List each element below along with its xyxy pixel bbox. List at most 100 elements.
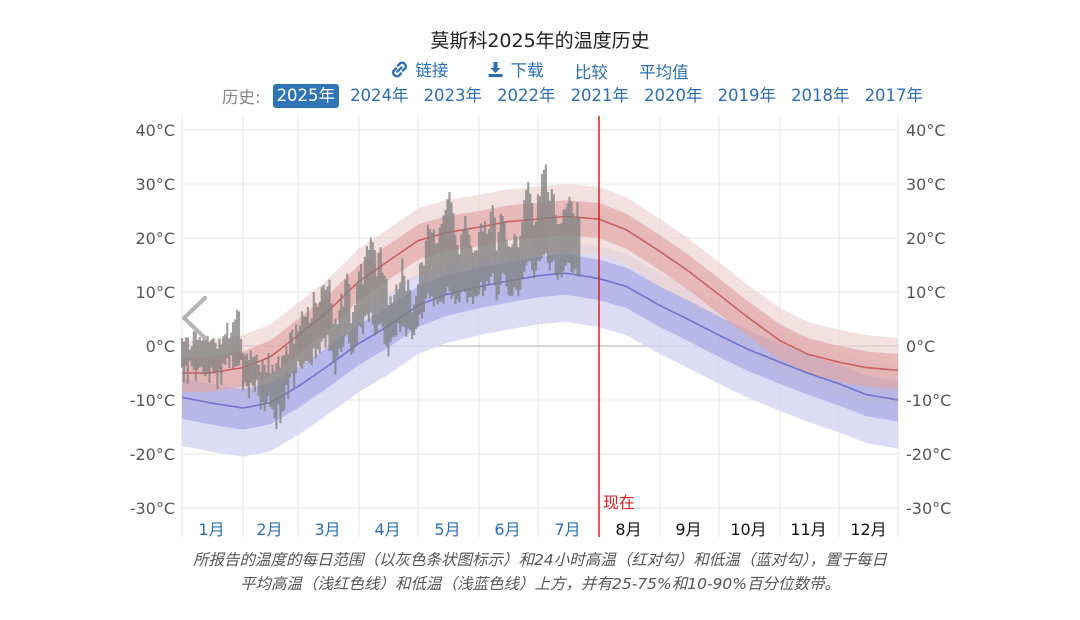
- daily-bar: [395, 284, 398, 336]
- daily-bar: [399, 282, 402, 332]
- daily-bar: [436, 242, 439, 305]
- daily-bar: [487, 229, 490, 285]
- daily-bar: [466, 228, 469, 303]
- daily-bar: [462, 229, 465, 291]
- daily-bar: [401, 258, 404, 326]
- daily-bar: [377, 253, 380, 325]
- daily-bar: [196, 339, 199, 370]
- daily-bar: [306, 307, 309, 362]
- month-label: 4月: [375, 520, 401, 539]
- daily-bar: [287, 354, 290, 399]
- year-tab-2017[interactable]: 2017年: [864, 86, 924, 105]
- daily-bar: [308, 322, 311, 363]
- daily-bar: [574, 216, 577, 269]
- daily-bar: [357, 271, 361, 326]
- daily-bar: [501, 215, 504, 274]
- y-tick-label-left: 10°C: [135, 283, 175, 302]
- daily-bar: [497, 232, 500, 295]
- average-button[interactable]: 平均值: [639, 62, 689, 82]
- daily-bar: [403, 275, 406, 328]
- history-label: 历史:: [222, 88, 261, 107]
- month-label: 8月: [615, 520, 641, 539]
- daily-bar: [472, 252, 475, 304]
- daily-bar: [310, 318, 313, 365]
- daily-bar: [361, 284, 365, 335]
- compare-button[interactable]: 比较: [574, 62, 608, 82]
- daily-bar: [293, 343, 296, 388]
- year-tab-2019[interactable]: 2019年: [717, 86, 777, 105]
- daily-bar: [523, 200, 526, 272]
- daily-bar: [434, 243, 437, 301]
- daily-bar: [298, 325, 302, 366]
- daily-bar: [440, 224, 443, 302]
- daily-bar: [442, 215, 445, 304]
- year-tab-2020[interactable]: 2020年: [644, 86, 703, 105]
- daily-bar: [521, 221, 524, 279]
- daily-bar: [340, 293, 343, 352]
- daily-bar: [265, 372, 268, 404]
- year-tab-2018[interactable]: 2018年: [791, 86, 850, 105]
- daily-bar: [249, 350, 252, 383]
- daily-bar: [300, 311, 304, 369]
- daily-bar: [485, 234, 488, 282]
- daily-bar: [202, 334, 205, 375]
- daily-bar: [495, 250, 498, 301]
- daily-bar: [430, 232, 433, 296]
- daily-bar: [481, 231, 485, 297]
- year-tab-2023[interactable]: 2023年: [423, 86, 483, 105]
- daily-bar: [566, 203, 569, 263]
- daily-bar: [568, 197, 571, 263]
- y-tick-label-left: -20°C: [130, 445, 175, 464]
- daily-bar: [285, 346, 288, 385]
- daily-bar: [198, 336, 201, 368]
- year-tab-2025[interactable]: 2025年: [272, 84, 340, 108]
- month-label: 7月: [554, 520, 580, 539]
- y-tick-label-right: 20°C: [906, 229, 946, 248]
- daily-bar: [415, 295, 418, 330]
- daily-bar: [464, 215, 467, 292]
- daily-bar: [251, 357, 254, 386]
- download-icon: [488, 61, 503, 77]
- daily-bar: [257, 364, 260, 397]
- chevron-left-icon[interactable]: [182, 296, 207, 340]
- daily-bar: [259, 371, 262, 410]
- daily-bar: [348, 283, 351, 344]
- daily-bar: [277, 356, 280, 405]
- daily-bar: [558, 224, 561, 274]
- daily-bar: [452, 213, 455, 296]
- y-tick-label-right: -10°C: [906, 391, 951, 410]
- daily-bar: [572, 213, 575, 273]
- daily-bar: [540, 174, 544, 259]
- daily-bar: [407, 279, 410, 329]
- year-tab-2022[interactable]: 2022年: [497, 86, 556, 105]
- daily-bar: [391, 302, 394, 338]
- daily-bar: [416, 284, 420, 327]
- prev-year-arrow[interactable]: [182, 296, 207, 340]
- daily-bar: [243, 355, 246, 383]
- daily-bar: [226, 322, 229, 358]
- y-tick-label-right: 30°C: [906, 175, 946, 194]
- download-button[interactable]: 下载: [487, 57, 544, 81]
- daily-bar: [212, 337, 215, 372]
- daily-bar: [515, 236, 518, 290]
- daily-bar: [536, 194, 540, 261]
- link-button[interactable]: 链接: [391, 57, 448, 81]
- daily-bar: [180, 337, 184, 368]
- daily-bar: [413, 304, 416, 336]
- daily-bar: [318, 302, 321, 354]
- daily-bar: [186, 337, 189, 384]
- daily-bar: [224, 334, 227, 365]
- year-tab-2024[interactable]: 2024年: [350, 86, 409, 105]
- daily-bar: [200, 340, 203, 367]
- year-tab-2021[interactable]: 2021年: [570, 86, 630, 105]
- daily-bar: [279, 367, 282, 424]
- daily-bar: [448, 192, 451, 292]
- low-band-25-75: [182, 254, 898, 430]
- daily-bar: [432, 229, 435, 307]
- month-label: 6月: [494, 520, 520, 539]
- daily-bar: [538, 196, 542, 262]
- daily-bar: [420, 262, 424, 319]
- daily-bar: [371, 242, 374, 325]
- daily-bar: [237, 311, 241, 366]
- daily-bar: [320, 287, 323, 342]
